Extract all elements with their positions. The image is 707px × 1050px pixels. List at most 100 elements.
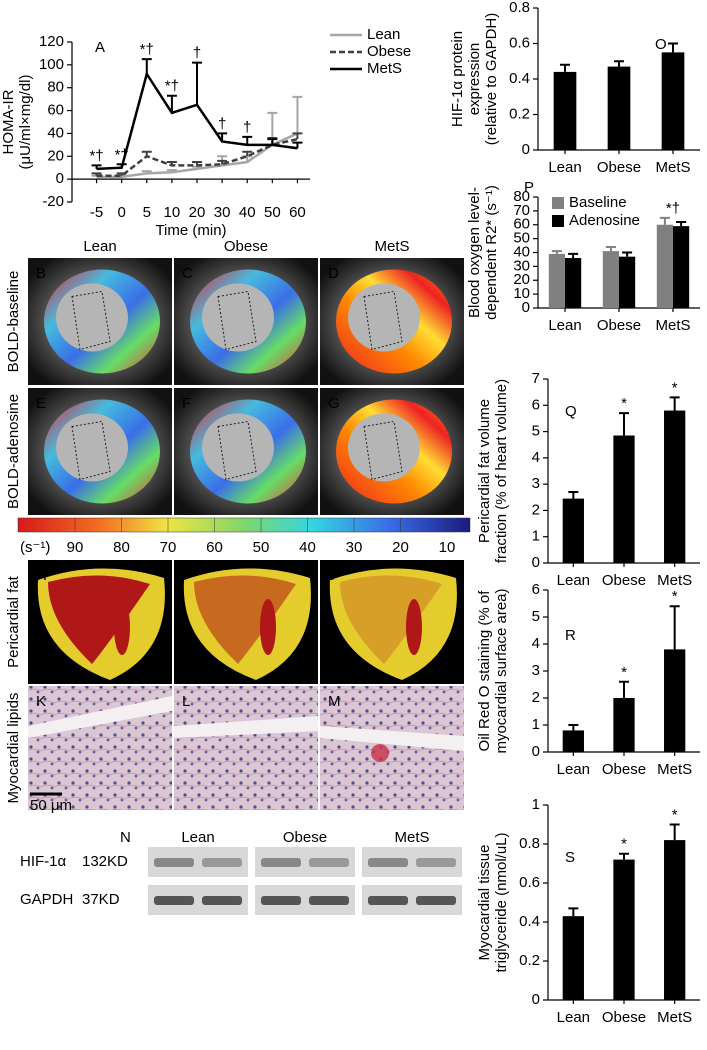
significance-mark: *†: [140, 41, 154, 58]
legend-label: Baseline: [569, 194, 627, 211]
blot-band: [154, 896, 194, 905]
roi-outline: [363, 290, 403, 351]
y-axis-label: (relative to GAPDH): [483, 13, 500, 146]
error-bar: [622, 251, 633, 257]
panel-letter: I: [182, 567, 186, 584]
bar: [562, 498, 584, 563]
blot-protein: HIF-1α: [20, 853, 67, 870]
y-tick-label: 80: [47, 79, 64, 96]
y-tick-label: 4: [532, 449, 540, 466]
y-axis-label: Blood oxygen level-: [466, 187, 483, 318]
x-tick-label: 30: [214, 204, 231, 221]
tissue-gap: [320, 726, 464, 751]
bar: [562, 916, 584, 1000]
fat-patch: [114, 599, 130, 655]
y-axis-label: expression: [466, 43, 483, 116]
blot-band: [202, 858, 242, 867]
colorbar-tick-label: 10: [439, 539, 456, 556]
error-bar: [166, 169, 177, 173]
significance-mark: †: [243, 119, 251, 136]
bar: [613, 435, 635, 563]
image-panel: [28, 388, 172, 515]
error-bar: [267, 138, 278, 145]
blot-band: [368, 896, 408, 905]
x-tick-label: 5: [143, 204, 151, 221]
chart: 0 1 2 3 4 5 6 Oil Red O staining (% of myocardia…: [476, 581, 700, 778]
histology: [174, 686, 318, 810]
significance-mark: †: [218, 115, 226, 132]
y-tick-label: 30: [513, 257, 530, 274]
colorbar-tick-label: 80: [113, 539, 130, 556]
y-tick-label: 70: [513, 202, 530, 219]
column-header: Obese: [224, 238, 268, 255]
colorbar-tick-label: 50: [253, 539, 270, 556]
chart: 0 0.2 0.4 0.6 0.8 HIF-1α protein expression (re…: [449, 0, 700, 176]
y-axis-label: HOMA-IR: [0, 89, 17, 154]
bar: [565, 258, 582, 308]
significance-mark: *: [621, 395, 627, 412]
image-panel: [174, 388, 318, 515]
y-tick-label: 0: [56, 170, 64, 187]
panel-letter: G: [328, 395, 340, 412]
error-bar: [292, 95, 303, 134]
y-tick-label: 60: [47, 102, 64, 119]
y-tick-label: 6: [532, 396, 540, 413]
bar: [562, 730, 584, 752]
blot-protein: GAPDH: [20, 891, 73, 908]
x-axis-label: Time (min): [155, 222, 226, 239]
x-tick-label: 40: [239, 204, 256, 221]
error-bar: [141, 170, 152, 174]
y-tick-label: 0.4: [509, 70, 530, 87]
heart-surface: [329, 568, 457, 680]
blot-band: [416, 858, 456, 867]
blot-group-label: Obese: [283, 829, 327, 846]
panel-letter: L: [182, 693, 190, 710]
y-tick-label: 50: [513, 230, 530, 247]
y-tick-label: 0: [522, 141, 530, 158]
bar: [548, 253, 565, 308]
legend-label: Adenosine: [569, 212, 640, 229]
x-tick-label: MetS: [657, 572, 692, 589]
colorbar-tick-label: 60: [206, 539, 223, 556]
fat-patch: [260, 599, 276, 655]
ventricle: [202, 283, 274, 352]
significance-mark: *: [672, 806, 678, 823]
colorbar: [17, 517, 471, 533]
error-bar: [292, 141, 303, 149]
y-tick-label: 1: [532, 716, 540, 733]
y-tick-label: 1: [532, 796, 540, 813]
y-tick-label: 0.8: [509, 0, 530, 16]
y-tick-label: 20: [513, 271, 530, 288]
image-panel: [28, 258, 172, 385]
panel-letter: R: [565, 627, 576, 644]
y-axis-label: Oil Red O staining (% of: [476, 590, 493, 752]
error-bar: [568, 724, 579, 731]
fat-region: [194, 575, 296, 664]
ventricle: [348, 413, 420, 482]
ventricle: [56, 413, 128, 482]
x-tick-label: Lean: [548, 317, 581, 334]
panel-letter: E: [36, 395, 46, 412]
panel-letter: M: [328, 693, 341, 710]
blot-band: [261, 858, 301, 867]
y-tick-label: 40: [513, 243, 530, 260]
x-tick-label: Lean: [557, 761, 590, 778]
y-tick-label: 100: [39, 56, 64, 73]
y-tick-label: 0.6: [509, 34, 530, 51]
tissue-gap: [28, 696, 172, 738]
error-bar: [292, 132, 303, 140]
tissue-gap: [174, 716, 318, 738]
y-axis-label: fraction (% of heart volume): [493, 379, 510, 563]
significance-mark: *†: [165, 78, 179, 95]
row-label: Pericardial fat: [5, 575, 22, 668]
y-tick-label: 60: [513, 216, 530, 233]
y-tick-label: 0.4: [519, 913, 540, 930]
error-bar: [91, 172, 102, 176]
legend-swatch: [552, 197, 564, 209]
error-bar: [192, 161, 202, 166]
panel-letter: K: [36, 693, 46, 710]
y-axis-label: (μU/ml×mg/dl): [17, 75, 34, 170]
panel-letter: J: [328, 567, 336, 584]
